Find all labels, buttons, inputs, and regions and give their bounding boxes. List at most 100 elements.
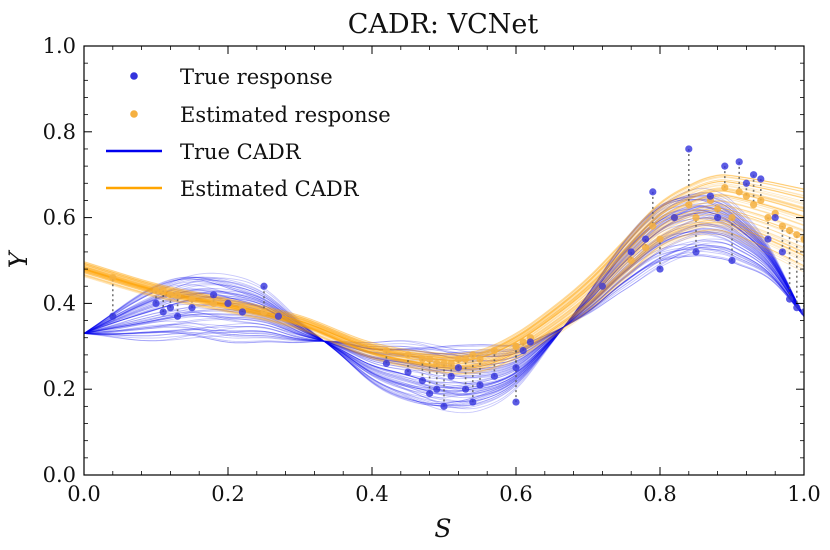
true-point bbox=[786, 295, 794, 303]
estimated-point bbox=[778, 222, 787, 230]
estimated-cadr-curve bbox=[84, 187, 804, 358]
estimated-cadr-curve bbox=[84, 190, 804, 359]
true-point bbox=[152, 299, 160, 307]
estimated-cadr-curve bbox=[84, 190, 804, 359]
estimated-cadr-curve bbox=[84, 174, 804, 355]
chart-title: CADR: VCNet bbox=[348, 9, 539, 40]
true-point bbox=[685, 145, 693, 153]
true-cadr-curve bbox=[84, 243, 804, 361]
true-point bbox=[778, 248, 787, 256]
estimated-point bbox=[649, 222, 657, 230]
true-cadr-curve bbox=[84, 225, 804, 377]
true-cadr-curve bbox=[84, 239, 804, 362]
estimated-cadr-curve bbox=[84, 197, 804, 361]
true-cadr-curve bbox=[84, 208, 804, 394]
plot-area bbox=[84, 145, 804, 414]
legend-label: True response bbox=[180, 65, 333, 89]
true-point bbox=[404, 368, 412, 376]
true-point bbox=[109, 312, 117, 320]
true-point bbox=[382, 359, 390, 368]
true-cadr-curve bbox=[84, 246, 804, 357]
true-cadr-curve bbox=[84, 213, 804, 391]
x-axis-label: S bbox=[434, 514, 451, 543]
estimated-cadr-curve bbox=[84, 179, 804, 357]
true-cadr-curve bbox=[84, 218, 804, 384]
x-tick-label: 0.6 bbox=[499, 482, 532, 506]
true-point bbox=[440, 402, 448, 410]
legend-label: True CADR bbox=[180, 140, 302, 164]
true-cadr-curve bbox=[84, 246, 804, 357]
estimated-cadr-curve bbox=[84, 216, 804, 370]
true-point bbox=[512, 364, 520, 372]
true-cadr-curve bbox=[84, 209, 804, 392]
true-point bbox=[433, 385, 441, 393]
estimated-cadr-curve bbox=[84, 229, 804, 374]
true-cadr-curve bbox=[84, 214, 804, 389]
estimated-point bbox=[188, 295, 196, 303]
true-cadr-curve bbox=[84, 247, 804, 355]
true-cadr-curve bbox=[84, 244, 804, 358]
true-cadr-curve bbox=[84, 217, 804, 384]
estimated-point bbox=[793, 231, 801, 239]
true-point bbox=[670, 214, 679, 222]
estimated-point bbox=[757, 196, 765, 205]
y-tick-label: 0.6 bbox=[43, 206, 76, 230]
true-cadr-curve bbox=[84, 206, 804, 395]
estimated-point bbox=[642, 244, 650, 252]
estimated-cadr-curve bbox=[84, 188, 804, 360]
true-cadr-curve bbox=[84, 204, 804, 399]
estimated-cadr-curve bbox=[84, 174, 804, 358]
x-tick-label: 0.2 bbox=[211, 482, 244, 506]
estimated-point bbox=[476, 355, 484, 363]
estimated-cadr-curve bbox=[84, 229, 804, 371]
estimated-point bbox=[166, 291, 174, 299]
estimated-point bbox=[152, 286, 160, 295]
estimated-cadr-curve bbox=[84, 177, 804, 359]
true-point bbox=[418, 377, 426, 385]
estimated-point bbox=[426, 355, 434, 363]
true-cadr-curve bbox=[84, 223, 804, 379]
true-cadr-curve bbox=[84, 199, 804, 403]
estimated-point bbox=[404, 351, 412, 359]
estimated-cadr-curve bbox=[84, 221, 804, 370]
true-cadr-curve bbox=[84, 230, 804, 371]
estimated-cadr-curve bbox=[84, 221, 804, 369]
true-cadr-curve bbox=[84, 244, 804, 358]
true-point bbox=[750, 171, 758, 179]
estimated-cadr-curve bbox=[84, 174, 804, 355]
estimated-point bbox=[418, 355, 426, 363]
plot-frame bbox=[83, 45, 805, 476]
estimated-cadr-curve bbox=[84, 224, 804, 369]
estimated-point bbox=[692, 214, 700, 222]
x-tick-label: 0.0 bbox=[67, 482, 100, 506]
estimated-point bbox=[735, 188, 743, 196]
estimated-cadr-curve bbox=[84, 222, 804, 371]
axes: 0.0 0.2 0.4 0.6 0.8 1.0 0.0 0.2 0.4 0.6 0.8 1.0 bbox=[43, 34, 821, 506]
true-point bbox=[757, 175, 765, 183]
estimated-point bbox=[512, 342, 520, 350]
legend-marker bbox=[130, 110, 138, 118]
true-cadr-curve bbox=[84, 223, 804, 378]
true-point bbox=[260, 282, 268, 290]
estimated-point bbox=[462, 355, 470, 363]
true-cadr-curve bbox=[84, 233, 804, 368]
estimated-point bbox=[764, 214, 772, 222]
estimated-point bbox=[685, 201, 693, 209]
true-cadr-curve bbox=[84, 212, 804, 389]
true-cadr-curve bbox=[84, 217, 804, 385]
y-tick-label: 1.0 bbox=[43, 34, 76, 58]
estimated-point bbox=[382, 346, 390, 355]
true-point bbox=[764, 235, 772, 243]
true-point bbox=[706, 192, 715, 200]
true-point bbox=[159, 308, 167, 316]
true-point bbox=[642, 235, 650, 243]
estimated-point bbox=[656, 235, 664, 243]
true-point bbox=[728, 256, 736, 265]
estimated-cadr-curve bbox=[84, 195, 804, 361]
x-tick-label: 0.4 bbox=[355, 482, 388, 506]
estimated-point bbox=[447, 359, 455, 368]
true-cadr-curve bbox=[84, 212, 804, 389]
estimated-point bbox=[750, 201, 758, 209]
true-point bbox=[714, 214, 722, 222]
y-axis-label: Y bbox=[4, 249, 33, 268]
